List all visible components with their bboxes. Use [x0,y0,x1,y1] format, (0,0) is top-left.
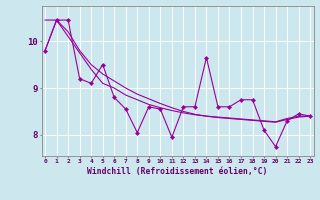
X-axis label: Windchill (Refroidissement éolien,°C): Windchill (Refroidissement éolien,°C) [87,167,268,176]
